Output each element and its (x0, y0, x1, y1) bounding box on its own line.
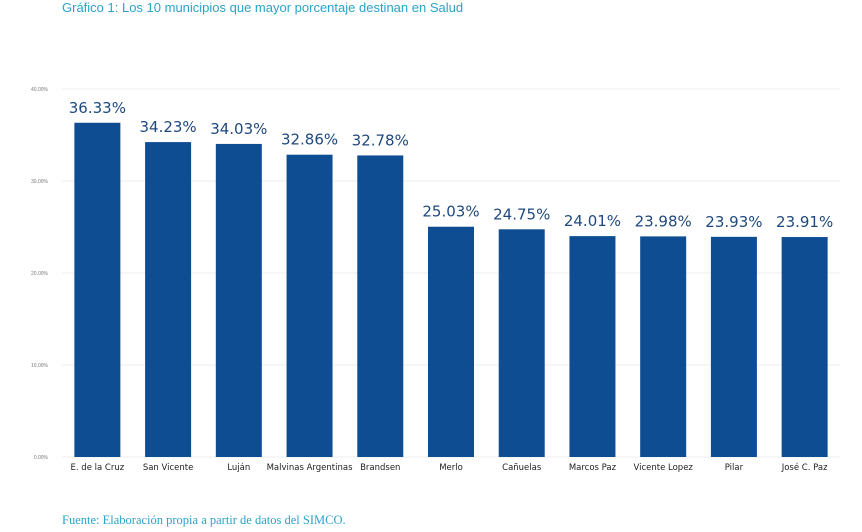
data-label: 23.93% (705, 213, 762, 231)
data-label: 34.03% (210, 120, 267, 138)
bar (74, 122, 121, 457)
y-tick-label: 40.00% (31, 87, 49, 93)
data-label: 24.75% (493, 205, 550, 223)
y-tick-label: 0.00% (34, 455, 49, 461)
chart-title: Gráfico 1: Los 10 municipios que mayor p… (62, 0, 464, 15)
data-label: 23.98% (635, 212, 692, 230)
data-label: 23.91% (776, 213, 833, 231)
data-label: 24.01% (564, 212, 621, 230)
source-note: Fuente: Elaboración propia a partir de d… (62, 513, 346, 527)
x-tick-label: Luján (227, 463, 250, 473)
y-tick-label: 10.00% (31, 363, 49, 369)
data-label: 32.86% (281, 131, 338, 149)
bar (498, 229, 545, 457)
x-axis-ticks: E. de la Cruz San Vicente Luján Malvinas Ar… (71, 462, 829, 473)
bar (215, 143, 262, 457)
x-tick-label: Brandsen (360, 463, 400, 473)
data-label: 32.78% (352, 131, 409, 149)
data-label: 25.03% (422, 203, 479, 221)
y-tick-label: 30.00% (31, 179, 49, 185)
x-tick-label: Merlo (439, 463, 463, 473)
bar (357, 155, 404, 457)
data-label: 36.33% (69, 99, 126, 117)
x-tick-label: Marcos Paz (569, 463, 617, 473)
bar (640, 236, 687, 457)
data-label: 34.23% (139, 118, 196, 136)
data-labels: 36.33% 34.23% 34.03% 32.86% 32.78% 25.03% 24.7… (69, 99, 833, 231)
bars (74, 122, 828, 458)
x-tick-label: E. de la Cruz (71, 463, 125, 473)
bar (145, 142, 192, 458)
bar (286, 154, 333, 458)
y-tick-label: 20.00% (31, 271, 49, 277)
bar (710, 236, 757, 457)
bar (781, 237, 828, 457)
x-tick-label: San Vicente (143, 463, 194, 473)
bar (569, 236, 616, 457)
bar (428, 226, 474, 457)
x-tick-label: Vicente Lopez (633, 463, 693, 473)
bar-chart: 0.00% 10.00% 20.00% 30.00% 40.00% 36.33% 34.2… (31, 87, 840, 473)
x-tick-label: Malvinas Argentinas (267, 463, 353, 473)
x-tick-label: José C. Paz (781, 462, 828, 473)
x-tick-label: Pilar (725, 463, 744, 473)
x-tick-label: Cañuelas (502, 463, 542, 473)
y-axis-ticks: 0.00% 10.00% 20.00% 30.00% 40.00% (31, 87, 49, 461)
